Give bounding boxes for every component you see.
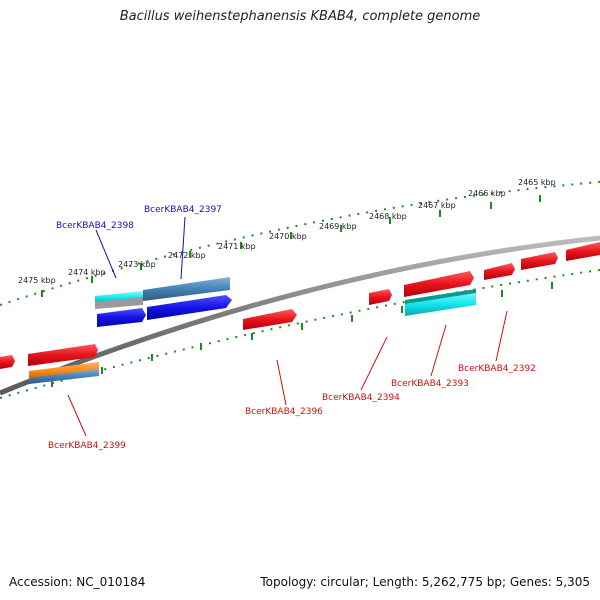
tick-label: 2468 kbp bbox=[369, 212, 407, 221]
gene-2399-steel[interactable] bbox=[29, 369, 99, 384]
gene-label-2392: BcerKBAB4_2392 bbox=[458, 364, 536, 374]
tick-label: 2473 kbp bbox=[118, 260, 156, 269]
tick-label: 2475 kbp bbox=[18, 276, 56, 285]
tick-label: 2467 kbp bbox=[418, 201, 456, 210]
gene-2392-red[interactable] bbox=[484, 263, 515, 280]
gene-label-2397: BcerKBAB4_2397 bbox=[144, 205, 222, 215]
gene-red-b[interactable] bbox=[521, 252, 558, 270]
tick-label: 2470 kbp bbox=[269, 232, 307, 241]
gene-2393-red[interactable] bbox=[404, 271, 474, 297]
gene-left-red-edge[interactable] bbox=[0, 355, 15, 369]
gene-label-2394: BcerKBAB4_2394 bbox=[322, 393, 400, 403]
gene-2398-outer-stripe bbox=[95, 297, 143, 309]
gene-2399-red[interactable] bbox=[28, 344, 98, 366]
gene-2393-cyan[interactable] bbox=[405, 291, 476, 316]
gene-2396-red[interactable] bbox=[243, 309, 297, 330]
tick-label: 2469 kbp bbox=[319, 222, 357, 231]
tick-label: 2466 kbp bbox=[468, 189, 506, 198]
tick-label: 2474 kbp bbox=[68, 268, 106, 277]
map-title: Bacillus weihenstephanensis KBAB4, compl… bbox=[119, 9, 481, 24]
tick-label: 2465 kbp bbox=[518, 178, 556, 187]
gene-red-a[interactable] bbox=[369, 289, 392, 305]
tick-label: 2471 kbp bbox=[218, 242, 256, 251]
gene-2393-cyan-top bbox=[405, 289, 476, 304]
gene-2397-outer[interactable] bbox=[143, 277, 230, 301]
gene-2399-orange[interactable] bbox=[29, 362, 99, 379]
gene-2398-blue[interactable] bbox=[97, 308, 146, 327]
gene-label-2398: BcerKBAB4_2398 bbox=[56, 221, 134, 231]
accession-text: Accession: NC_010184 bbox=[9, 575, 146, 589]
gene-red-c[interactable] bbox=[566, 242, 600, 261]
gene-labels: BcerKBAB4_2398 BcerKBAB4_2397 BcerKBAB4_… bbox=[48, 205, 536, 451]
tick-label: 2472 kbp bbox=[168, 251, 206, 260]
outer-tick-ring bbox=[0, 181, 600, 306]
genome-backbone bbox=[0, 235, 600, 396]
gene-2397-blue[interactable] bbox=[147, 295, 232, 320]
tick-labels: 2475 kbp 2474 kbp 2473 kbp 2472 kbp 2471… bbox=[18, 178, 556, 285]
genome-stats-text: Topology: circular; Length: 5,262,775 bp… bbox=[260, 575, 590, 589]
gene-label-2399: BcerKBAB4_2399 bbox=[48, 441, 126, 451]
gene-features bbox=[0, 242, 600, 384]
gene-label-2396: BcerKBAB4_2396 bbox=[245, 407, 323, 417]
leader-lines bbox=[67, 216, 508, 437]
outer-major-ticks bbox=[41, 195, 541, 297]
inner-tick-ring bbox=[0, 269, 600, 399]
gene-label-2393: BcerKBAB4_2393 bbox=[391, 379, 469, 389]
